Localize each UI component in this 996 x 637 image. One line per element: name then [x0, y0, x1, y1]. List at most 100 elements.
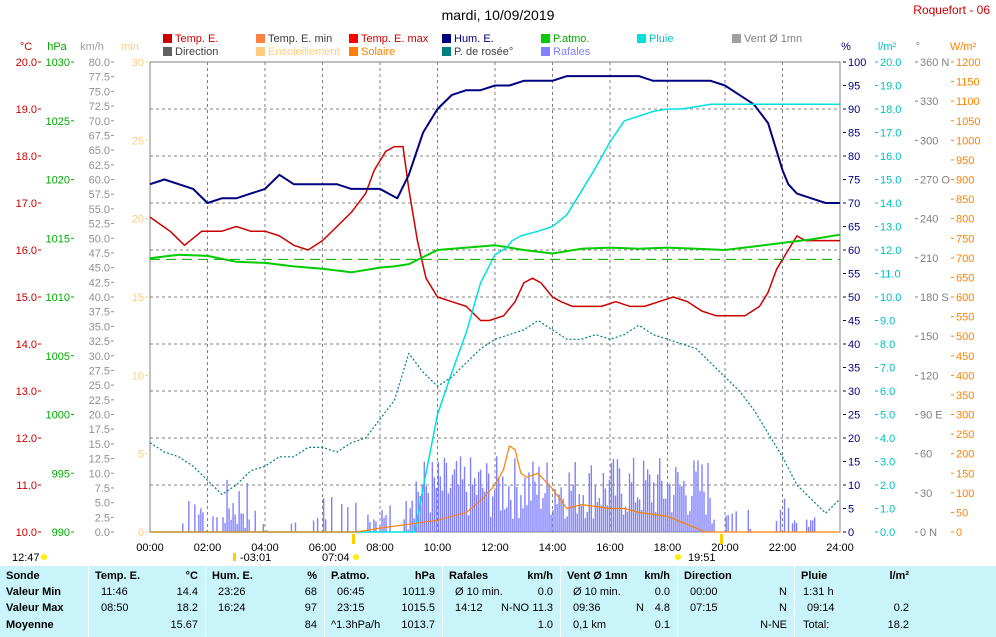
kmh-axis-tick: 0.0 — [95, 527, 110, 539]
stats-temp-max: 18.2 — [176, 602, 198, 614]
time-tick: 24:00 — [826, 542, 854, 554]
pct-axis-tick: 25 — [848, 410, 860, 422]
rain-axis-tick: 6.0 — [880, 386, 895, 398]
time-tick: 10:00 — [424, 542, 452, 554]
axes-left: 20.0 19.0 18.0 17.0 16.0 15.0 14.0 13.0 12.0 11.0… — [16, 57, 148, 539]
kmh-axis-tick: 30.0 — [89, 351, 110, 363]
stats-patmo-min: 1011.9 — [402, 586, 435, 598]
time-tick: 14:00 — [539, 542, 567, 554]
legend: Temp. E. Temp. E. min Temp. E. max Hum. E. P… — [163, 33, 802, 58]
rafales-bars — [182, 456, 816, 532]
stats-patmo-max-time: 23:15 — [337, 602, 365, 614]
kmh-axis-tick: 20.0 — [89, 410, 110, 422]
sunset-label: 19:51 — [688, 552, 716, 562]
rain-axis-tick: 17.0 — [880, 128, 901, 140]
rain-axis-tick: 12.0 — [880, 245, 901, 257]
kmh-axis-tick: 5.0 — [95, 498, 110, 510]
legend-swatch — [349, 47, 358, 56]
legend-label: Ensoleillement — [268, 46, 340, 58]
temp-axis-tick: 10.0 — [16, 527, 37, 539]
axis-units: °C hPa km/h min% l/m² ° W/m² — [20, 41, 977, 53]
kmh-axis-tick: 12.5 — [89, 454, 110, 466]
stats-pluie-header: Pluie — [801, 570, 828, 582]
chart-title: mardi, 10/09/2019 — [442, 7, 555, 23]
kmh-axis-tick: 2.5 — [95, 512, 110, 524]
time-tick: 06:00 — [309, 542, 337, 554]
deg-axis-tick: 150 — [920, 331, 938, 343]
deg-axis-tick: 0 N — [920, 527, 937, 539]
rain-axis-tick: 2.0 — [880, 480, 895, 492]
stats-hum-min: 68 — [304, 586, 317, 598]
deg-axis-tick: 360 N — [920, 57, 949, 69]
legend-swatch — [541, 47, 550, 56]
stats-vent-max: 4.8 — [654, 602, 670, 614]
rain-axis-tick: 7.0 — [880, 363, 895, 375]
stats-pluie: Pluie l/m² 1:31 h 09:14 0.2 Total: 18.2 — [794, 566, 917, 637]
stats-hum-unit: % — [307, 570, 317, 582]
time-tick: 00:00 — [136, 542, 164, 554]
kmh-axis-tick: 52.5 — [89, 219, 110, 231]
stats-rafales-unit: km/h — [527, 570, 553, 582]
rain-axis-tick: 11.0 — [880, 269, 901, 281]
pct-axis-tick: 70 — [848, 198, 860, 210]
stats-pluie-unit: l/m² — [889, 570, 909, 582]
stats-hum: Hum. E.% 23:26 68 16:24 97 84 — [205, 566, 325, 637]
pct-axis-tick: 90 — [848, 104, 860, 116]
kmh-axis-tick: 77.5 — [89, 72, 110, 84]
temp-axis-tick: 17.0 — [16, 198, 37, 210]
axis-unit-min: min — [121, 41, 139, 53]
stats-pluie-max: 0.2 — [893, 602, 909, 614]
legend-swatch — [256, 47, 265, 56]
wm2-axis-tick: 1100 — [956, 96, 980, 108]
kmh-axis-tick: 22.5 — [89, 395, 110, 407]
deg-axis-tick: 90 E — [920, 410, 943, 422]
wm2-axis-tick: 850 — [956, 194, 974, 206]
stats-patmo-min-time: 06:45 — [337, 586, 365, 598]
hpa-axis-tick: 1000 — [46, 410, 70, 422]
deg-axis-tick: 210 — [920, 253, 938, 265]
hpa-axis-tick: 995 — [52, 468, 70, 480]
min-axis-tick: 10 — [132, 370, 144, 382]
wm2-axis-tick: 350 — [956, 390, 974, 402]
sunset-marker — [720, 534, 723, 544]
stats-patmo-trend: ^1.3hPa/h — [331, 619, 381, 631]
pct-axis-tick: 5 — [848, 504, 854, 516]
pct-axis-tick: 0 — [848, 527, 854, 539]
wm2-axis-tick: 50 — [956, 507, 968, 519]
series-temp-e- — [149, 145, 840, 322]
kmh-axis-tick: 65.0 — [89, 145, 110, 157]
wm2-axis-tick: 1000 — [956, 135, 980, 147]
kmh-axis-tick: 15.0 — [89, 439, 110, 451]
stats-table: Sonde Valeur Min Valeur Max Moyenne Temp… — [0, 566, 996, 637]
legend-swatch — [442, 34, 451, 43]
deg-axis-tick: 300 — [920, 135, 938, 147]
stats-rafales-max-dir: N-NO — [501, 602, 530, 614]
kmh-axis-tick: 27.5 — [89, 365, 110, 377]
rain-axis-tick: 18.0 — [880, 104, 901, 116]
weather-chart: mardi, 10/09/2019 Temp. E. Temp. E. min Te… — [12, 7, 981, 562]
stats-direction-min-time: 00:00 — [690, 586, 718, 598]
kmh-axis-tick: 45.0 — [89, 263, 110, 275]
series-p-atmo- — [149, 233, 841, 274]
time-axis: 00:00 02:00 04:00 06:00 08:00 10:00 12:00 14:00… — [136, 542, 854, 554]
stats-vent-distance: 0,1 km — [573, 619, 607, 631]
stats-vent-max-time: 09:36 — [573, 602, 601, 614]
kmh-axis-tick: 32.5 — [89, 336, 110, 348]
stats-temp-min: 14.4 — [176, 586, 198, 598]
kmh-axis-tick: 7.5 — [95, 483, 110, 495]
kmh-axis-tick: 42.5 — [89, 277, 110, 289]
kmh-axis-tick: 50.0 — [89, 233, 110, 245]
stats-rafales: Rafales km/h Ø 10 min. 0.0 14:12 N-NO 11.3 1… — [442, 566, 561, 637]
pct-axis-tick: 75 — [848, 175, 860, 187]
wm2-axis-tick: 200 — [956, 449, 974, 461]
pct-axis-tick: 45 — [848, 316, 860, 328]
pct-axis-tick: 20 — [848, 433, 860, 445]
kmh-axis-tick: 40.0 — [89, 292, 110, 304]
wm2-axis-tick: 550 — [956, 312, 974, 324]
kmh-axis-tick: 67.5 — [89, 130, 110, 142]
temp-axis-tick: 11.0 — [16, 480, 37, 492]
legend-swatch — [163, 34, 172, 43]
time-tick: 08:00 — [366, 542, 394, 554]
sun-prev-label: 12:47 — [12, 552, 40, 562]
sun-icon — [41, 554, 47, 560]
